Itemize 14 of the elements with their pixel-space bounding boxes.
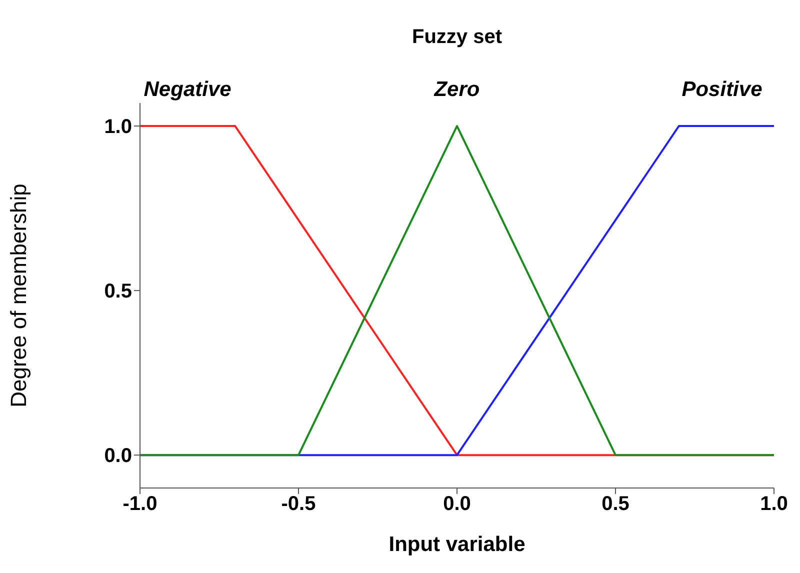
series-label: Negative bbox=[142, 78, 232, 102]
series-label: Positive bbox=[680, 78, 764, 102]
x-tick-label: 1.0 bbox=[760, 493, 788, 516]
chart-title: Fuzzy set bbox=[410, 26, 504, 49]
x-axis-title: Input variable bbox=[388, 533, 526, 556]
y-tick-label: 1.0 bbox=[104, 116, 132, 138]
x-tick-label: -0.5 bbox=[281, 493, 316, 516]
y-tick-label: 0.0 bbox=[104, 445, 132, 468]
x-tick-label: 0.5 bbox=[602, 493, 630, 516]
x-tick-label: 0.0 bbox=[443, 493, 471, 516]
series-label: Zero bbox=[432, 78, 481, 102]
y-tick-label: 0.5 bbox=[104, 280, 132, 303]
y-axis-title: Degree of membership bbox=[6, 184, 31, 408]
x-tick-label: -1.0 bbox=[122, 493, 158, 516]
